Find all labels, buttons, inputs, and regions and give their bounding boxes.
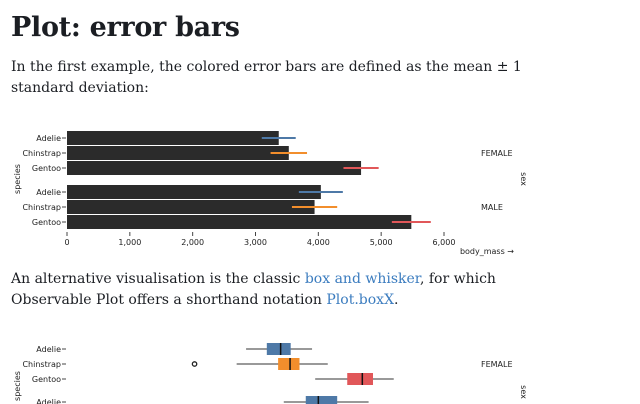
x-tick-label: 6,000: [433, 238, 456, 247]
box: [305, 396, 338, 404]
species-tick-label: Adelie: [36, 398, 61, 404]
mean-bar: [67, 200, 315, 214]
box-and-whisker-link[interactable]: box and whisker: [304, 271, 420, 287]
species-tick-label: Chinstrap: [22, 360, 61, 369]
box: [266, 343, 291, 355]
x-tick-label: 1,000: [118, 238, 141, 247]
error-bar-chart: Adelie Chinstrap Gentoo FEMALE Adelie Chinstr…: [13, 131, 528, 256]
box: [347, 373, 373, 385]
alternative-text-end: .: [394, 292, 399, 308]
facet-label: FEMALE: [481, 149, 513, 158]
x-tick-label: 3,000: [244, 238, 267, 247]
species-tick-label: Adelie: [36, 134, 61, 143]
species-tick-label: Gentoo: [32, 164, 61, 173]
species-tick-label: Chinstrap: [22, 203, 61, 212]
species-tick-label: Gentoo: [32, 218, 61, 227]
plot-boxx-link[interactable]: Plot.boxX: [326, 292, 395, 308]
species-tick-label: Gentoo: [32, 375, 61, 384]
x-tick-label: 2,000: [181, 238, 204, 247]
alternative-text-start: An alternative visualisation is the clas…: [11, 271, 305, 287]
x-axis-label: body_mass →: [460, 247, 514, 256]
y-axis-label: species: [13, 371, 22, 401]
x-tick-label: 0: [64, 238, 69, 247]
outlier-point: [191, 361, 198, 367]
alternative-paragraph: An alternative visualisation is the clas…: [11, 269, 531, 311]
box-whisker-chart: AdelieChinstrapGentooFEMALEAdelieMALEspe…: [13, 343, 528, 404]
species-tick-label: Chinstrap: [22, 149, 61, 158]
facet-axis-label: sex: [519, 385, 528, 399]
mean-bar: [67, 185, 321, 199]
mean-bar: [67, 146, 289, 160]
x-tick-label: 5,000: [370, 238, 393, 247]
species-tick-label: Adelie: [36, 188, 61, 197]
facet-label: MALE: [481, 203, 503, 212]
facet-axis-label: sex: [519, 172, 528, 186]
alternative-text-middle: , for which Observable Plot offers a sho…: [11, 271, 496, 308]
x-tick-label: 4,000: [307, 238, 330, 247]
species-tick-label: Adelie: [36, 345, 61, 354]
mean-bar: [67, 131, 279, 145]
facet-label: FEMALE: [481, 360, 513, 369]
y-axis-label: species: [13, 164, 22, 194]
box: [278, 358, 300, 370]
intro-paragraph: In the first example, the colored error …: [11, 59, 522, 96]
mean-bar: [67, 215, 412, 229]
mean-bar: [67, 161, 362, 175]
page-title: Plot: error bars: [11, 12, 240, 43]
